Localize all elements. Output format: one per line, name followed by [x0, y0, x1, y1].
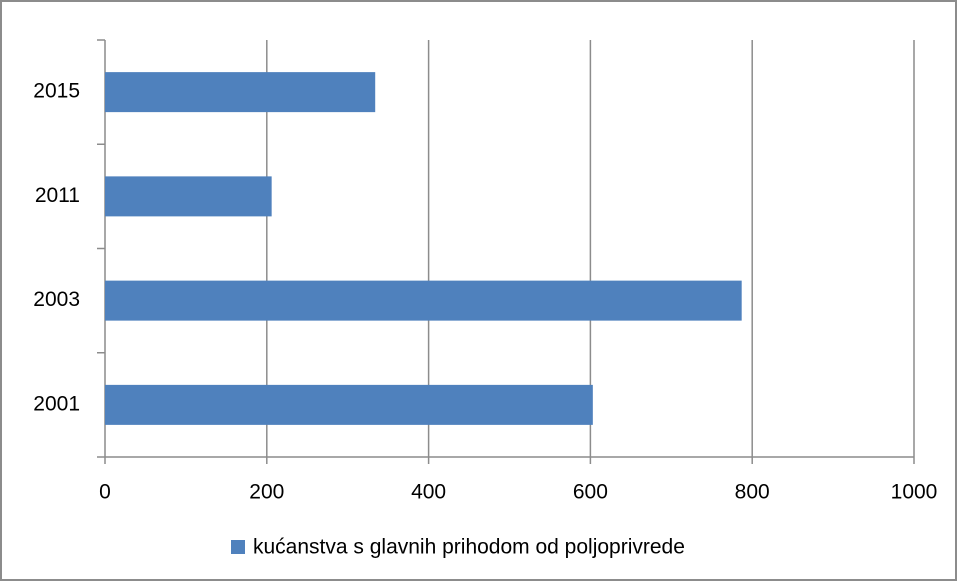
- legend-label: kućanstva s glavnih prihodom od poljopri…: [253, 536, 685, 559]
- bar: [105, 384, 593, 425]
- bar: [105, 72, 376, 113]
- y-tick-label: 2001: [33, 392, 80, 415]
- bar: [105, 176, 272, 217]
- bar: [105, 280, 742, 321]
- y-tick-label: 2003: [33, 288, 80, 311]
- x-tick-label: 600: [573, 481, 608, 504]
- x-tick-label: 800: [735, 481, 770, 504]
- x-tick-label: 0: [99, 481, 111, 504]
- x-tick-label: 400: [411, 481, 446, 504]
- x-tick-label: 1000: [891, 481, 938, 504]
- y-tick-label: 2011: [35, 184, 80, 207]
- legend-swatch: [231, 540, 245, 554]
- y-tick-label: 2015: [33, 80, 80, 103]
- x-tick-label: 200: [249, 481, 284, 504]
